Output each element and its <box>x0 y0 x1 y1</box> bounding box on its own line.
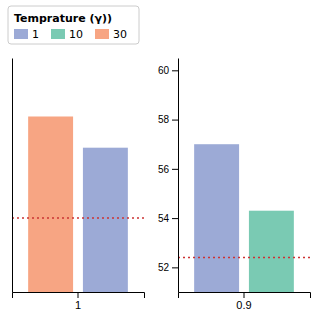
x-axis: 0.9 <box>179 292 311 311</box>
legend-label: 1 <box>32 28 39 41</box>
reference-line <box>12 217 144 219</box>
x-tick-label: 0.9 <box>236 299 251 311</box>
legend-swatch <box>51 29 65 39</box>
y-tick-mark <box>172 169 178 170</box>
bar <box>249 211 294 292</box>
plot-area <box>12 117 144 293</box>
y-tick-label: 58 <box>158 114 170 125</box>
y-axis: 52 54 56 58 60 <box>158 59 179 293</box>
panel: 0.9 52 54 56 58 60 <box>158 59 311 320</box>
legend-swatch <box>95 29 109 39</box>
x-tick: 0.9 <box>236 292 251 311</box>
y-tick-label: 60 <box>158 65 170 76</box>
y-tick-label: 56 <box>158 164 170 175</box>
y-tick-label: 52 <box>158 262 170 273</box>
y-tick: 54 <box>158 213 178 224</box>
legend-title: Temprature (γ)) <box>14 12 112 25</box>
x-axis: 1 <box>13 292 145 311</box>
y-tick-mark <box>172 218 178 219</box>
x-axis-line <box>179 293 311 299</box>
x-tick: 1 <box>75 292 81 311</box>
x-tick-mark <box>244 292 245 298</box>
y-tick: 58 <box>158 114 178 125</box>
y-tick-mark <box>172 267 178 268</box>
figure: Temprature (γ)) 1 10 30 1 0.9 52 54 56 58 60 <box>0 0 320 320</box>
y-tick: 52 <box>158 262 178 273</box>
legend-frame <box>8 6 139 44</box>
legend-label: 10 <box>69 28 83 41</box>
reference-line <box>178 257 310 259</box>
x-tick-label: 1 <box>75 299 81 311</box>
y-tick: 60 <box>158 65 178 76</box>
y-tick-label: 54 <box>158 213 170 224</box>
y-tick-mark <box>172 120 178 121</box>
x-axis-line <box>13 293 145 299</box>
bar <box>194 144 239 292</box>
panel: 1 <box>12 59 145 320</box>
y-axis <box>12 59 13 293</box>
y-axis-line <box>12 59 13 293</box>
y-axis-line <box>178 59 179 293</box>
x-tick-mark <box>78 292 79 298</box>
y-tick: 56 <box>158 164 178 175</box>
legend: Temprature (γ)) 1 10 30 <box>8 6 139 44</box>
plot-area <box>178 144 310 292</box>
legend-label: 30 <box>113 28 127 41</box>
bar <box>28 117 73 293</box>
bar <box>83 148 128 292</box>
y-tick-mark <box>172 70 178 71</box>
legend-swatch <box>14 29 28 39</box>
